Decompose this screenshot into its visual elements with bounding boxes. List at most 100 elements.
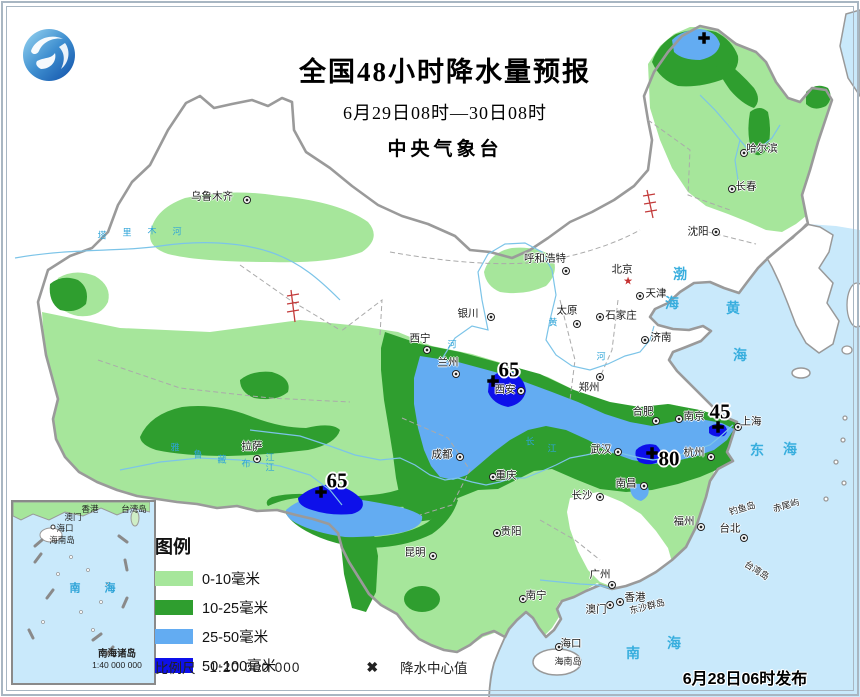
precip-center-marker-icon: ✚ bbox=[486, 373, 500, 391]
city-dot-icon bbox=[555, 643, 563, 651]
inset-label: 1:40 000 000 bbox=[92, 659, 142, 670]
legend-item: 25-50毫米 bbox=[155, 626, 276, 647]
island-name-label: 钓鱼岛 bbox=[727, 499, 757, 518]
legend-swatch-3 bbox=[155, 658, 193, 673]
city-label: 南昌 bbox=[615, 477, 637, 490]
legend-item: 10-25毫米 bbox=[155, 597, 276, 618]
legend-item-label: 50-100毫米 bbox=[202, 659, 277, 675]
city-label: 石家庄 bbox=[605, 309, 637, 322]
river-name-label: 河 bbox=[447, 339, 457, 350]
city-dot-icon bbox=[562, 267, 570, 275]
city-dot-icon bbox=[740, 534, 748, 542]
river-name-label: 鲁 bbox=[193, 449, 203, 460]
city-label: 哈尔滨 bbox=[746, 142, 778, 155]
sea-name-label: 海 bbox=[667, 637, 681, 652]
city-dot-icon bbox=[253, 455, 261, 463]
legend-item-label: 25-50毫米 bbox=[202, 630, 269, 646]
scale-label: 比例尺 bbox=[155, 661, 196, 676]
sea-name-label: 海 bbox=[665, 297, 679, 312]
river-name-label: 河 bbox=[596, 351, 606, 362]
city-label: 天津 bbox=[645, 287, 667, 300]
river-name-label: 江 bbox=[547, 443, 557, 454]
city-dot-icon bbox=[707, 453, 715, 461]
city-label: 广州 bbox=[589, 568, 611, 581]
city-label: 兰州 bbox=[437, 356, 459, 369]
cma-logo bbox=[23, 29, 75, 81]
city-label: 乌鲁木齐 bbox=[191, 190, 233, 203]
city-dot-icon bbox=[740, 149, 748, 157]
province-borders bbox=[97, 119, 757, 561]
city-label: 昆明 bbox=[404, 546, 426, 559]
precip-center-marker-icon: ✚ bbox=[645, 445, 659, 463]
city-dot-icon bbox=[616, 598, 624, 606]
city-label: 海口 bbox=[560, 637, 582, 650]
city-dot-icon bbox=[614, 448, 622, 456]
scale-row: 比例尺 1:20 000 000 ✖ 降水中心值 bbox=[155, 657, 468, 677]
island-name-label: 海南岛 bbox=[554, 656, 582, 667]
city-dot-icon bbox=[652, 417, 660, 425]
river-name-label: 江 bbox=[265, 452, 275, 463]
legend-rows: 0-10毫米 10-25毫米 25-50毫米 50-100毫米 bbox=[155, 568, 276, 676]
city-dot-icon bbox=[675, 415, 683, 423]
city-label: 北京 bbox=[611, 263, 633, 276]
inset-label: 南 bbox=[69, 582, 81, 595]
city-label: 澳门 bbox=[585, 603, 607, 616]
legend-swatch-2 bbox=[155, 629, 193, 644]
inset-label: 南海诸岛 bbox=[97, 648, 137, 660]
river-name-label: 布 bbox=[241, 458, 251, 469]
capital-star-icon: ★ bbox=[623, 275, 633, 288]
inset-map-graphics bbox=[13, 502, 151, 656]
city-dot-icon bbox=[596, 373, 604, 381]
sea-name-label: 东 bbox=[750, 444, 764, 459]
precip-center-value: 65 bbox=[498, 357, 520, 382]
city-dot-icon bbox=[697, 523, 705, 531]
city-dot-icon bbox=[519, 595, 527, 603]
city-label: 西安 bbox=[494, 383, 516, 396]
river-name-label: 塔 bbox=[97, 230, 107, 241]
city-dot-icon bbox=[452, 370, 460, 378]
city-dot-icon bbox=[573, 320, 581, 328]
legend-item-label: 10-25毫米 bbox=[202, 601, 269, 617]
island-name-label: 赤尾屿 bbox=[771, 496, 801, 515]
city-label: 西宁 bbox=[409, 332, 431, 345]
inset-label: 海口 bbox=[56, 522, 74, 533]
issue-time: 6月28日06时发布 bbox=[682, 671, 808, 688]
precip-center-value: 80 bbox=[658, 446, 680, 471]
city-label: 太原 bbox=[556, 304, 578, 317]
agency-name: 中央气象台 bbox=[387, 139, 503, 160]
city-dot-icon bbox=[596, 493, 604, 501]
city-dot-icon bbox=[606, 601, 614, 609]
city-dot-icon bbox=[712, 228, 720, 236]
south-china-sea-inset: 香港 台湾岛 澳门 海口 海南岛南 海南海诸岛 1:40 000 000 bbox=[11, 500, 156, 685]
precip-gap-white bbox=[567, 492, 672, 587]
legend-item: 0-10毫米 bbox=[155, 568, 276, 589]
sea-name-label: 南 bbox=[626, 647, 640, 662]
city-label: 呼和浩特 bbox=[524, 252, 566, 265]
sea-name-label: 海 bbox=[783, 443, 797, 458]
great-wall-symbol bbox=[286, 189, 658, 323]
river-name-label: 江 bbox=[265, 462, 275, 473]
scale-value: 1:20 000 000 bbox=[209, 659, 301, 675]
vietnam-coastline bbox=[488, 636, 506, 697]
legend-title: 图例 bbox=[155, 537, 191, 557]
island-name-label: 台湾岛 bbox=[742, 559, 771, 582]
city-label: 贵阳 bbox=[500, 525, 522, 538]
city-label: 上海 bbox=[740, 415, 762, 428]
city-dot-icon bbox=[243, 196, 251, 204]
china-national-border bbox=[36, 24, 834, 654]
city-dot-icon bbox=[734, 423, 742, 431]
city-label: 郑州 bbox=[578, 381, 600, 394]
precip-center-value: 45 bbox=[709, 399, 731, 424]
city-label: 合肥 bbox=[632, 405, 654, 418]
precip-center-marker-icon: ✚ bbox=[314, 484, 328, 502]
river-name-label: 雅 bbox=[170, 442, 180, 453]
city-dot-icon bbox=[641, 336, 649, 344]
sea-name-label: 海 bbox=[733, 349, 747, 364]
city-dot-icon bbox=[489, 473, 497, 481]
inset-label: 海 bbox=[104, 582, 116, 595]
precip-center-symbol: ✖ bbox=[366, 658, 379, 675]
city-dot-icon bbox=[493, 529, 501, 537]
precip-center-marker-icon: ✚ bbox=[711, 419, 725, 437]
legend-swatch-0 bbox=[155, 571, 193, 586]
inset-label: 澳门 bbox=[64, 511, 82, 522]
